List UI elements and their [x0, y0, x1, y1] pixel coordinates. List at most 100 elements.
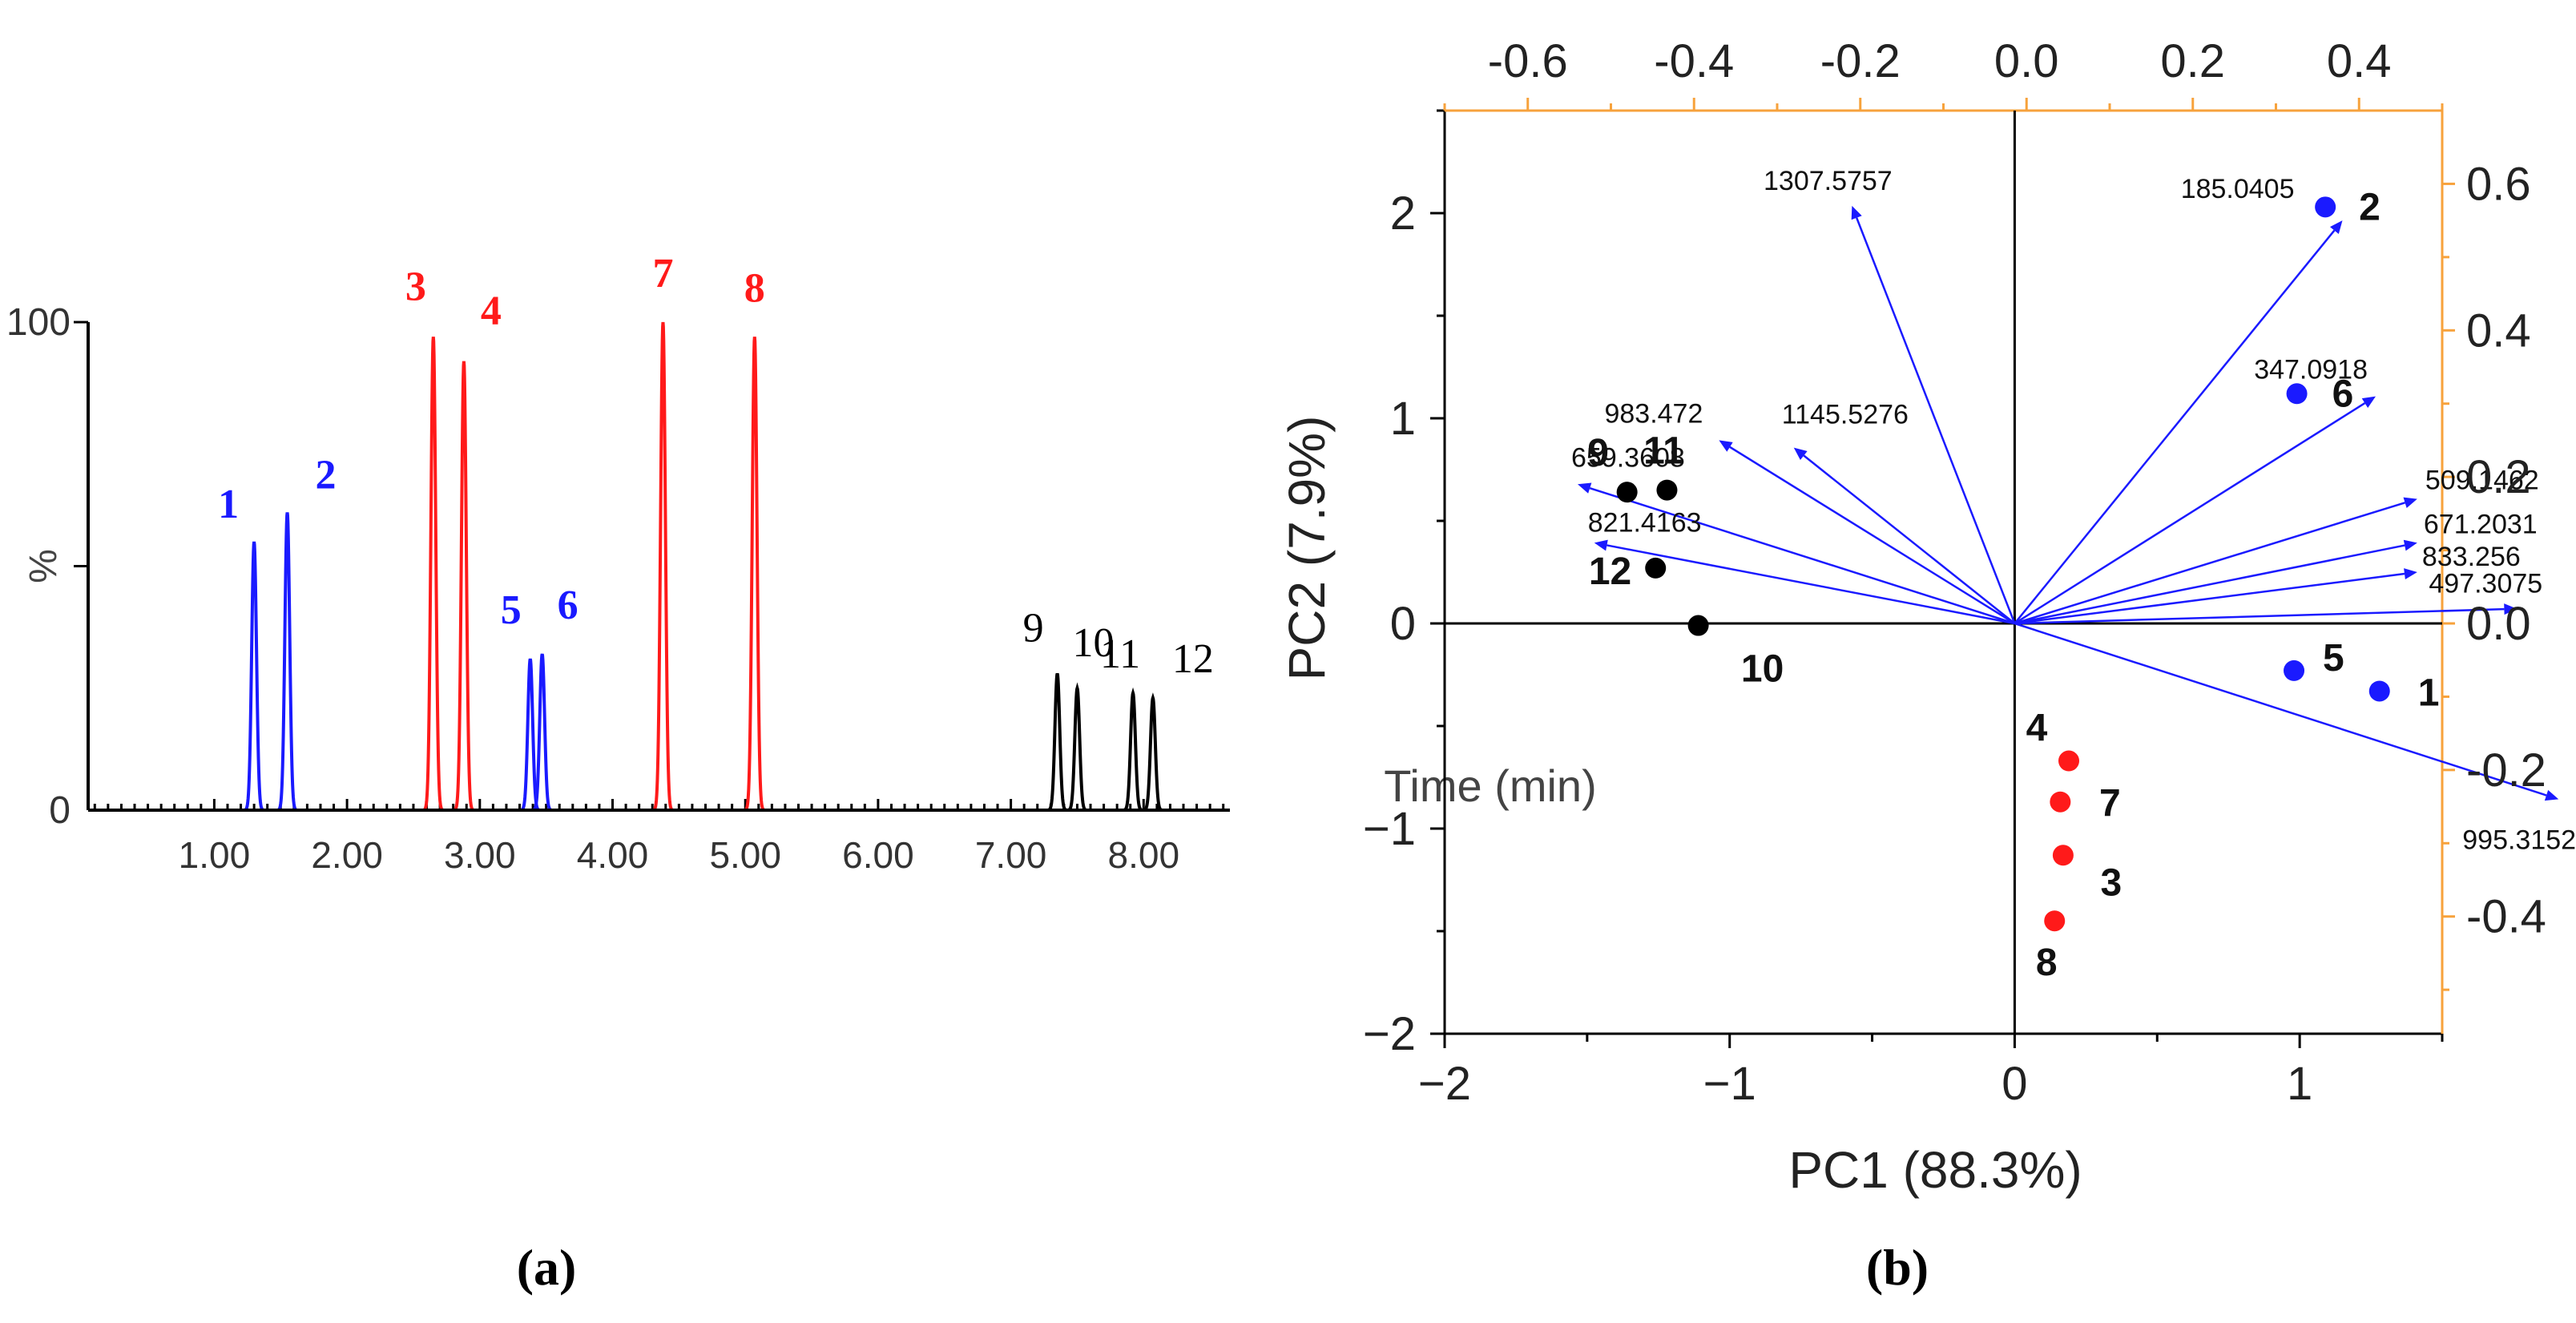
score-point-9	[1616, 482, 1638, 503]
pca-right-tick-label: 0.0	[2466, 598, 2531, 650]
chromatogram-y-axis-label: %	[22, 549, 65, 583]
loading-arrow-185.0405	[2014, 229, 2336, 624]
pca-ticks	[1430, 98, 2455, 1048]
score-point-4	[2058, 750, 2080, 772]
pca-top-tick-label: 0.2	[2160, 35, 2225, 87]
score-point-5	[2284, 659, 2305, 681]
loading-label-347.0918: 347.0918	[2254, 355, 2368, 385]
pca-top-tick-label: -0.2	[1820, 35, 1901, 87]
pca-right-tick-label: 0.2	[2466, 451, 2531, 503]
chromatogram-peak-label-8: 8	[744, 265, 765, 311]
chromatogram-peak-label-1: 1	[218, 482, 239, 527]
loading-arrowhead-983.472	[1719, 440, 1733, 452]
chromatogram-peak-9	[1047, 672, 1068, 812]
pca-x-tick-label: 0	[2002, 1058, 2027, 1110]
chromatogram-x-tick-label: 5.00	[709, 834, 781, 876]
score-point-11	[1656, 479, 1678, 501]
chromatogram-x-tick-label: 8.00	[1108, 834, 1180, 876]
loading-arrow-995.3152	[2014, 622, 2547, 797]
chromatogram-peak-6	[532, 653, 553, 812]
chromatogram-peak-7	[652, 321, 674, 812]
pca-zero-lines	[1445, 111, 2442, 1034]
loading-arrow-821.4163	[1606, 544, 2015, 625]
score-label-8: 8	[2036, 942, 2058, 984]
pca-top-tick-label: 0.4	[2327, 35, 2392, 87]
chromatogram-peak-11	[1123, 687, 1143, 812]
pca-x-tick-label: 1	[2287, 1058, 2312, 1110]
panel-label-a: (a)	[517, 1239, 577, 1296]
pca-biplot-chart: 1307.5757 185.0405 347.0918 983.472 1145.527…	[1278, 35, 2576, 1199]
score-label-3: 3	[2101, 861, 2122, 904]
chromatogram-peak-2	[276, 512, 298, 812]
pca-y-tick-label: 0	[1390, 598, 1416, 650]
chromatogram-peak-1	[244, 541, 264, 812]
loading-arrowhead-995.3152	[2544, 789, 2559, 801]
pca-x-axis-label: PC1 (88.3%)	[1788, 1141, 2082, 1199]
score-label-9: 9	[1587, 432, 1609, 474]
chromatogram-peak-label-6: 6	[558, 583, 578, 628]
chromatogram-peak-10	[1066, 682, 1087, 812]
loading-arrowhead-185.0405	[2329, 220, 2343, 234]
loading-label-995.3152: 995.3152	[2462, 825, 2576, 855]
pca-right-tick-label: -0.4	[2466, 891, 2546, 943]
loading-label-659.3608: 659.3608	[1571, 442, 1685, 473]
pca-right-tick-label: 0.6	[2466, 158, 2531, 210]
score-label-10: 10	[1741, 648, 1784, 691]
pca-x-tick-label: −1	[1703, 1058, 1756, 1110]
chromatogram-peak-label-7: 7	[652, 251, 673, 296]
chromatogram-ticks: 1.00 2.00 3.00 4.00 5.00 6.00 7.00 8.00	[74, 321, 1225, 876]
score-label-7: 7	[2099, 783, 2121, 825]
loading-label-1145.5276: 1145.5276	[1782, 400, 1909, 430]
chromatogram-peaks	[244, 321, 1163, 812]
loading-arrowhead-497.3075	[2504, 603, 2518, 615]
chromatogram-y-tick-0: 0	[49, 789, 71, 832]
loading-arrow-1145.5276	[1803, 454, 2016, 624]
loading-arrowhead-1307.5757	[1851, 205, 1862, 220]
score-point-6	[2286, 383, 2308, 405]
loading-label-833.256: 833.256	[2422, 542, 2521, 572]
chromatogram-x-tick-label: 3.00	[444, 834, 516, 876]
loading-label-821.4163: 821.4163	[1588, 507, 1702, 538]
score-label-12: 12	[1589, 551, 1631, 593]
pca-top-tick-label: -0.6	[1488, 35, 1568, 87]
score-point-10	[1687, 615, 1709, 636]
pca-y-tick-label: −2	[1363, 1008, 1416, 1060]
pca-loadings: 1307.5757 185.0405 347.0918 983.472 1145.527…	[1571, 166, 2576, 856]
pca-right-tick-label: -0.2	[2466, 744, 2546, 797]
loading-label-671.2031: 671.2031	[2424, 509, 2538, 539]
chromatogram-peak-label-12: 12	[1172, 636, 1214, 682]
chromatogram-x-tick-label: 6.00	[842, 834, 914, 876]
pca-top-tick-label: -0.4	[1654, 35, 1734, 87]
chromatogram-peak-label-5: 5	[501, 587, 522, 633]
loading-arrow-1307.5757	[1856, 217, 2016, 624]
chromatogram-peak-label-10: 10	[1072, 620, 1114, 666]
chromatogram-peak-label-2: 2	[316, 453, 337, 498]
score-point-12	[1645, 557, 1667, 579]
loading-label-497.3075: 497.3075	[2429, 569, 2542, 599]
loading-arrowhead-821.4163	[1594, 539, 1608, 551]
loading-label-983.472: 983.472	[1604, 398, 1703, 429]
score-label-4: 4	[2026, 708, 2048, 750]
loading-arrowhead-659.3608	[1578, 482, 1592, 494]
loading-arrow-347.0918	[2014, 402, 2366, 625]
pca-x-tick-label: −2	[1418, 1058, 1471, 1110]
chromatogram-x-tick-label: 4.00	[577, 834, 649, 876]
score-label-2: 2	[2359, 186, 2380, 228]
pca-y-tick-label: 1	[1390, 393, 1416, 445]
chromatogram-x-tick-label: 1.00	[179, 834, 251, 876]
pca-right-tick-label: 0.4	[2466, 305, 2531, 357]
pca-y-axis-label: PC2 (7.9%)	[1278, 416, 1336, 681]
chromatogram-peak-4	[454, 361, 474, 812]
chromatogram-x-axis-label: Time (min)	[1384, 760, 1596, 811]
loading-arrow-497.3075	[2014, 607, 2505, 625]
chromatogram-peak-label-11: 11	[1100, 631, 1140, 677]
loading-arrowhead-671.2031	[2403, 539, 2417, 551]
score-point-7	[2050, 791, 2071, 813]
chromatogram-peak-3	[423, 337, 444, 812]
chromatogram-peak-label-9: 9	[1023, 605, 1044, 651]
score-point-3	[2052, 845, 2074, 866]
